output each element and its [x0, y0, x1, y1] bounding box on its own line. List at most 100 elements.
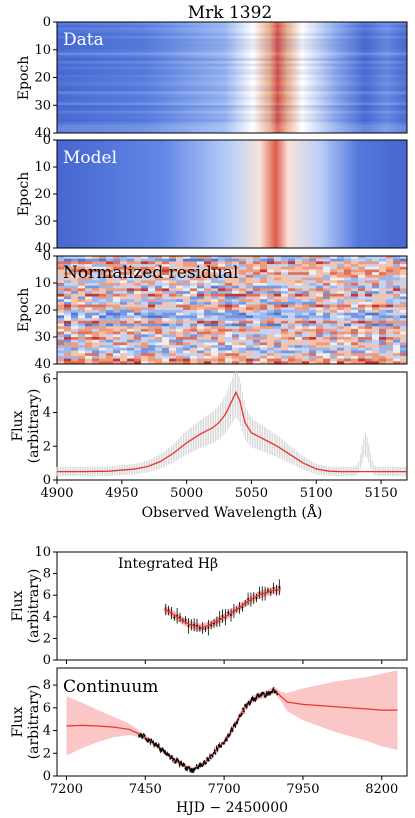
residual-cell: [106, 320, 114, 324]
residual-cell: [253, 339, 261, 343]
residual-cell: [295, 342, 303, 346]
residual-cell: [323, 264, 331, 268]
residual-cell: [190, 334, 198, 338]
residual-cell: [337, 337, 345, 341]
residual-cell: [162, 310, 170, 314]
residual-cell: [309, 334, 317, 338]
residual-cell: [281, 266, 289, 270]
residual-cell: [274, 261, 282, 265]
residual-cell: [323, 266, 331, 270]
residual-cell: [106, 301, 114, 305]
residual-cell: [162, 345, 170, 349]
heatmap-row: [57, 75, 407, 78]
residual-cell: [309, 258, 317, 262]
residual-cell: [57, 304, 65, 308]
residual-cell: [218, 283, 226, 287]
residual-cell: [365, 293, 373, 297]
residual-cell: [169, 277, 177, 281]
data-point: [211, 755, 214, 758]
residual-cell: [393, 353, 401, 357]
residual-cell: [344, 350, 352, 354]
residual-cell: [64, 337, 72, 341]
residual-cell: [106, 347, 114, 351]
residual-cell: [330, 266, 338, 270]
residual-cell: [302, 301, 310, 305]
residual-cell: [316, 320, 324, 324]
residual-cell: [155, 334, 163, 338]
residual-cell: [281, 301, 289, 305]
residual-cell: [127, 274, 135, 278]
residual-cell: [176, 320, 184, 324]
residual-cell: [169, 339, 177, 343]
data-point: [255, 597, 258, 599]
residual-cell: [323, 350, 331, 354]
residual-cell: [57, 342, 65, 346]
residual-cell: [351, 320, 359, 324]
residual-cell: [253, 261, 261, 265]
residual-cell: [162, 361, 170, 365]
residual-cell: [127, 326, 135, 330]
residual-cell: [176, 258, 184, 262]
residual-cell: [211, 315, 219, 319]
data-point: [260, 694, 262, 696]
residual-cell: [260, 355, 268, 359]
residual-cell: [246, 307, 254, 311]
residual-cell: [337, 272, 345, 276]
heatmap-row: [57, 83, 407, 86]
residual-cell: [330, 288, 338, 292]
residual-cell: [260, 291, 268, 295]
residual-cell: [288, 272, 296, 276]
residual-cell: [260, 307, 268, 311]
residual-cell: [134, 355, 142, 359]
residual-cell: [225, 320, 233, 324]
residual-cell: [148, 269, 156, 273]
residual-cell: [57, 285, 65, 289]
residual-cell: [190, 304, 198, 308]
residual-cell: [78, 299, 86, 303]
residual-cell: [274, 353, 282, 357]
residual-cell: [260, 272, 268, 276]
residual-cell: [169, 361, 177, 365]
residual-cell: [127, 328, 135, 332]
residual-cell: [120, 296, 128, 300]
residual-cell: [330, 272, 338, 276]
xtick-label: 4900: [40, 486, 73, 501]
residual-cell: [176, 264, 184, 268]
residual-cell: [120, 264, 128, 268]
residual-cell: [183, 355, 191, 359]
residual-cell: [57, 301, 65, 305]
residual-cell: [183, 334, 191, 338]
residual-cell: [232, 350, 240, 354]
residual-cell: [113, 266, 121, 270]
residual-cell: [393, 339, 401, 343]
residual-cell: [57, 256, 65, 260]
data-point: [240, 714, 243, 717]
residual-cell: [323, 339, 331, 343]
residual-cell: [267, 291, 275, 295]
residual-cell: [176, 358, 184, 362]
data-point: [160, 749, 163, 752]
residual-cell: [57, 312, 65, 316]
residual-cell: [288, 312, 296, 316]
residual-cell: [323, 345, 331, 349]
residual-cell: [295, 269, 303, 273]
residual-cell: [218, 310, 226, 314]
data-point: [158, 748, 161, 750]
residual-cell: [204, 323, 212, 327]
residual-cell: [197, 304, 205, 308]
residual-cell: [204, 310, 212, 314]
residual-cell: [302, 328, 310, 332]
residual-cell: [57, 350, 65, 354]
residual-cell: [351, 274, 359, 278]
residual-cell: [190, 320, 198, 324]
residual-cell: [155, 318, 163, 322]
residual-cell: [85, 339, 93, 343]
residual-cell: [330, 264, 338, 268]
residual-cell: [323, 337, 331, 341]
residual-cell: [57, 353, 65, 357]
residual-cell: [260, 256, 268, 260]
residual-cell: [127, 261, 135, 265]
residual-cell: [239, 334, 247, 338]
residual-cell: [246, 353, 254, 357]
